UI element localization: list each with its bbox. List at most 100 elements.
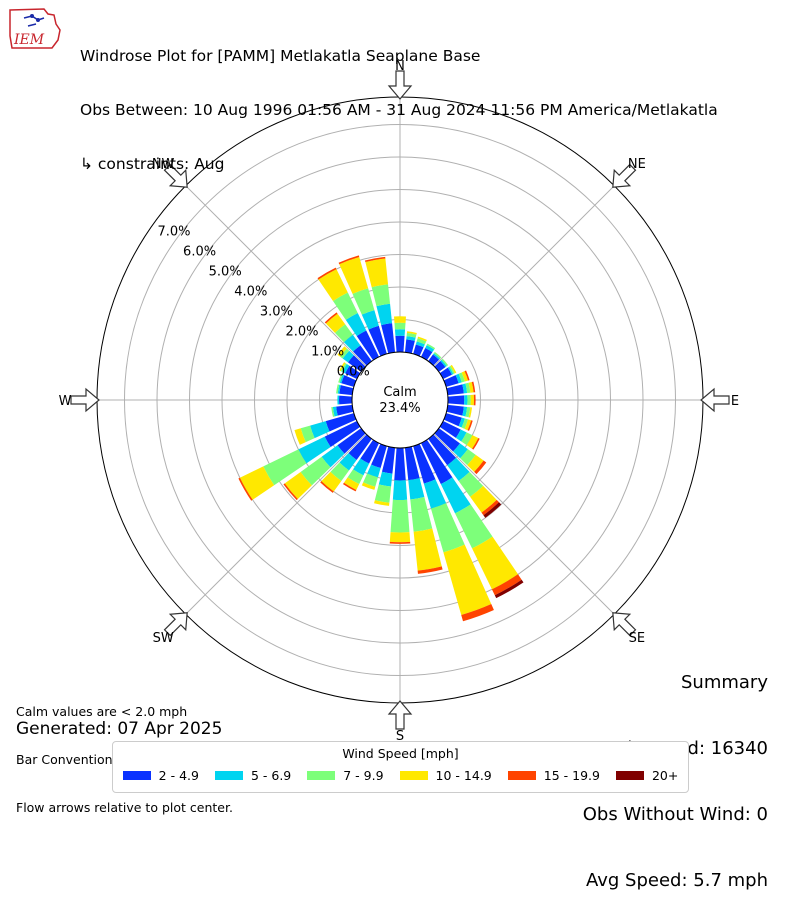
wind-bar-segment xyxy=(439,420,461,438)
wind-bar-segment xyxy=(310,421,330,439)
wind-bar-segment xyxy=(392,480,408,500)
direction-label: SW xyxy=(153,631,174,646)
wind-bar-segment xyxy=(447,457,470,482)
wind-bar-segment xyxy=(443,375,459,387)
wind-bar-segment xyxy=(325,413,357,432)
wind-bar-segment xyxy=(356,330,380,361)
title-block: Windrose Plot for [PAMM] Metlakatla Seap… xyxy=(80,11,718,191)
calm-label: Calm xyxy=(383,385,416,400)
legend-swatch xyxy=(399,771,428,780)
wind-bar-segment xyxy=(440,477,471,514)
wind-bar-segment xyxy=(325,313,346,333)
wind-bar-segment xyxy=(339,453,357,471)
wind-bar-segment xyxy=(298,436,331,464)
calm-note: Calm values are < 2.0 mph xyxy=(16,704,188,719)
wind-bar-segment xyxy=(394,322,406,330)
wind-bar-segment xyxy=(415,341,425,348)
legend-swatch xyxy=(122,771,151,780)
wind-bar-segment xyxy=(333,292,358,320)
direction-arrow-icon xyxy=(163,163,188,188)
wind-bar-segment xyxy=(389,532,411,543)
wind-bar-segment xyxy=(340,348,350,359)
legend-item: 15 - 19.9 xyxy=(507,768,600,783)
wind-bar-segment xyxy=(468,381,474,393)
radial-tick-label: 6.0% xyxy=(183,245,216,260)
wind-bar-segment xyxy=(337,428,366,454)
legend-label: 20+ xyxy=(651,768,679,783)
chart-title: Windrose Plot for [PAMM] Metlakatla Seap… xyxy=(80,47,481,65)
wind-bar-segment xyxy=(458,417,465,428)
wind-bar-segment xyxy=(321,445,345,468)
direction-arrow-icon xyxy=(387,70,413,100)
wind-bar-segment xyxy=(363,473,378,487)
wind-bar-segment xyxy=(406,331,417,335)
wind-bars xyxy=(238,255,524,622)
radial-tick-label: 3.0% xyxy=(260,305,293,320)
wind-bar-segment xyxy=(455,373,462,384)
wind-bar-segment xyxy=(365,258,389,288)
calm-percent: 23.4% xyxy=(379,401,420,416)
wind-bar-segment xyxy=(462,406,468,417)
wind-bar-segment xyxy=(413,528,442,571)
wind-bar-segment xyxy=(417,566,443,574)
direction-arrow-icon xyxy=(612,163,637,188)
wind-bar-segment xyxy=(338,373,343,383)
direction-arrow-icon xyxy=(387,700,413,730)
wind-bar-segment xyxy=(381,446,396,474)
wind-bar-segment xyxy=(406,336,416,341)
wind-bar-segment xyxy=(318,269,348,302)
wind-bar-segment xyxy=(300,425,315,443)
wind-bar-segment xyxy=(450,364,457,374)
wind-bar-segment xyxy=(467,394,471,406)
wind-bar-segment xyxy=(364,256,386,263)
wind-bar-segment xyxy=(483,502,502,518)
legend-label: 5 - 6.9 xyxy=(250,768,292,783)
wind-bar-segment xyxy=(394,316,406,323)
legend-item: 2 - 4.9 xyxy=(122,768,199,783)
direction-label: SE xyxy=(629,631,645,646)
wind-bar-segment xyxy=(336,384,340,394)
wind-bar-segment xyxy=(332,406,338,417)
wind-bar-segment xyxy=(420,348,433,361)
avg-speed: Avg Speed: 5.7 mph xyxy=(586,870,768,891)
wind-bar-segment xyxy=(439,367,452,380)
wind-bar-segment xyxy=(441,358,449,367)
wind-bar-segment xyxy=(447,395,465,405)
radial-tick-label: 0.0% xyxy=(337,365,370,380)
radial-tick-label: 7.0% xyxy=(157,225,190,240)
wind-bar-segment xyxy=(466,435,479,449)
legend-title: Wind Speed [mph] xyxy=(342,746,459,761)
wind-bar-segment xyxy=(336,404,354,416)
wind-bar-segment xyxy=(467,454,484,472)
wind-bar-segment xyxy=(348,434,372,460)
direction-arrow-icon xyxy=(70,387,100,413)
wind-bar-segment xyxy=(446,384,464,396)
wind-bar-segment xyxy=(368,325,387,357)
grid-spoke xyxy=(433,185,615,367)
wind-bar-segment xyxy=(404,339,415,354)
wind-bar-segment xyxy=(464,419,472,431)
wind-bar-segment xyxy=(320,481,334,493)
wind-bar-segment xyxy=(360,439,380,464)
wind-bar-segment xyxy=(371,443,387,469)
wind-bar-segment xyxy=(324,312,338,324)
wind-bar-segment xyxy=(339,374,345,384)
wind-bar-segment xyxy=(341,375,357,387)
legend-swatch xyxy=(307,771,336,780)
wind-bar-segment xyxy=(339,256,369,294)
wind-bar-segment xyxy=(471,381,476,393)
legend: Wind Speed [mph] 2 - 4.9 5 - 6.9 7 - 9.9… xyxy=(112,741,689,793)
radial-tick-label: 4.0% xyxy=(234,285,267,300)
wind-bar-segment xyxy=(353,458,370,476)
wind-bar-segment xyxy=(339,362,346,372)
direction-label: S xyxy=(396,729,404,744)
wind-bar-segment xyxy=(481,499,499,516)
legend-label: 15 - 19.9 xyxy=(543,768,600,783)
legend-label: 2 - 4.9 xyxy=(158,768,199,783)
wind-bar-segment xyxy=(491,574,522,596)
wind-bar-segment xyxy=(460,449,476,466)
legend-items: 2 - 4.9 5 - 6.9 7 - 9.9 10 - 14.9 15 - 1… xyxy=(113,768,688,783)
wind-bar-segment xyxy=(284,471,312,499)
wind-bar-segment xyxy=(472,438,480,450)
legend-item: 20+ xyxy=(615,768,679,783)
